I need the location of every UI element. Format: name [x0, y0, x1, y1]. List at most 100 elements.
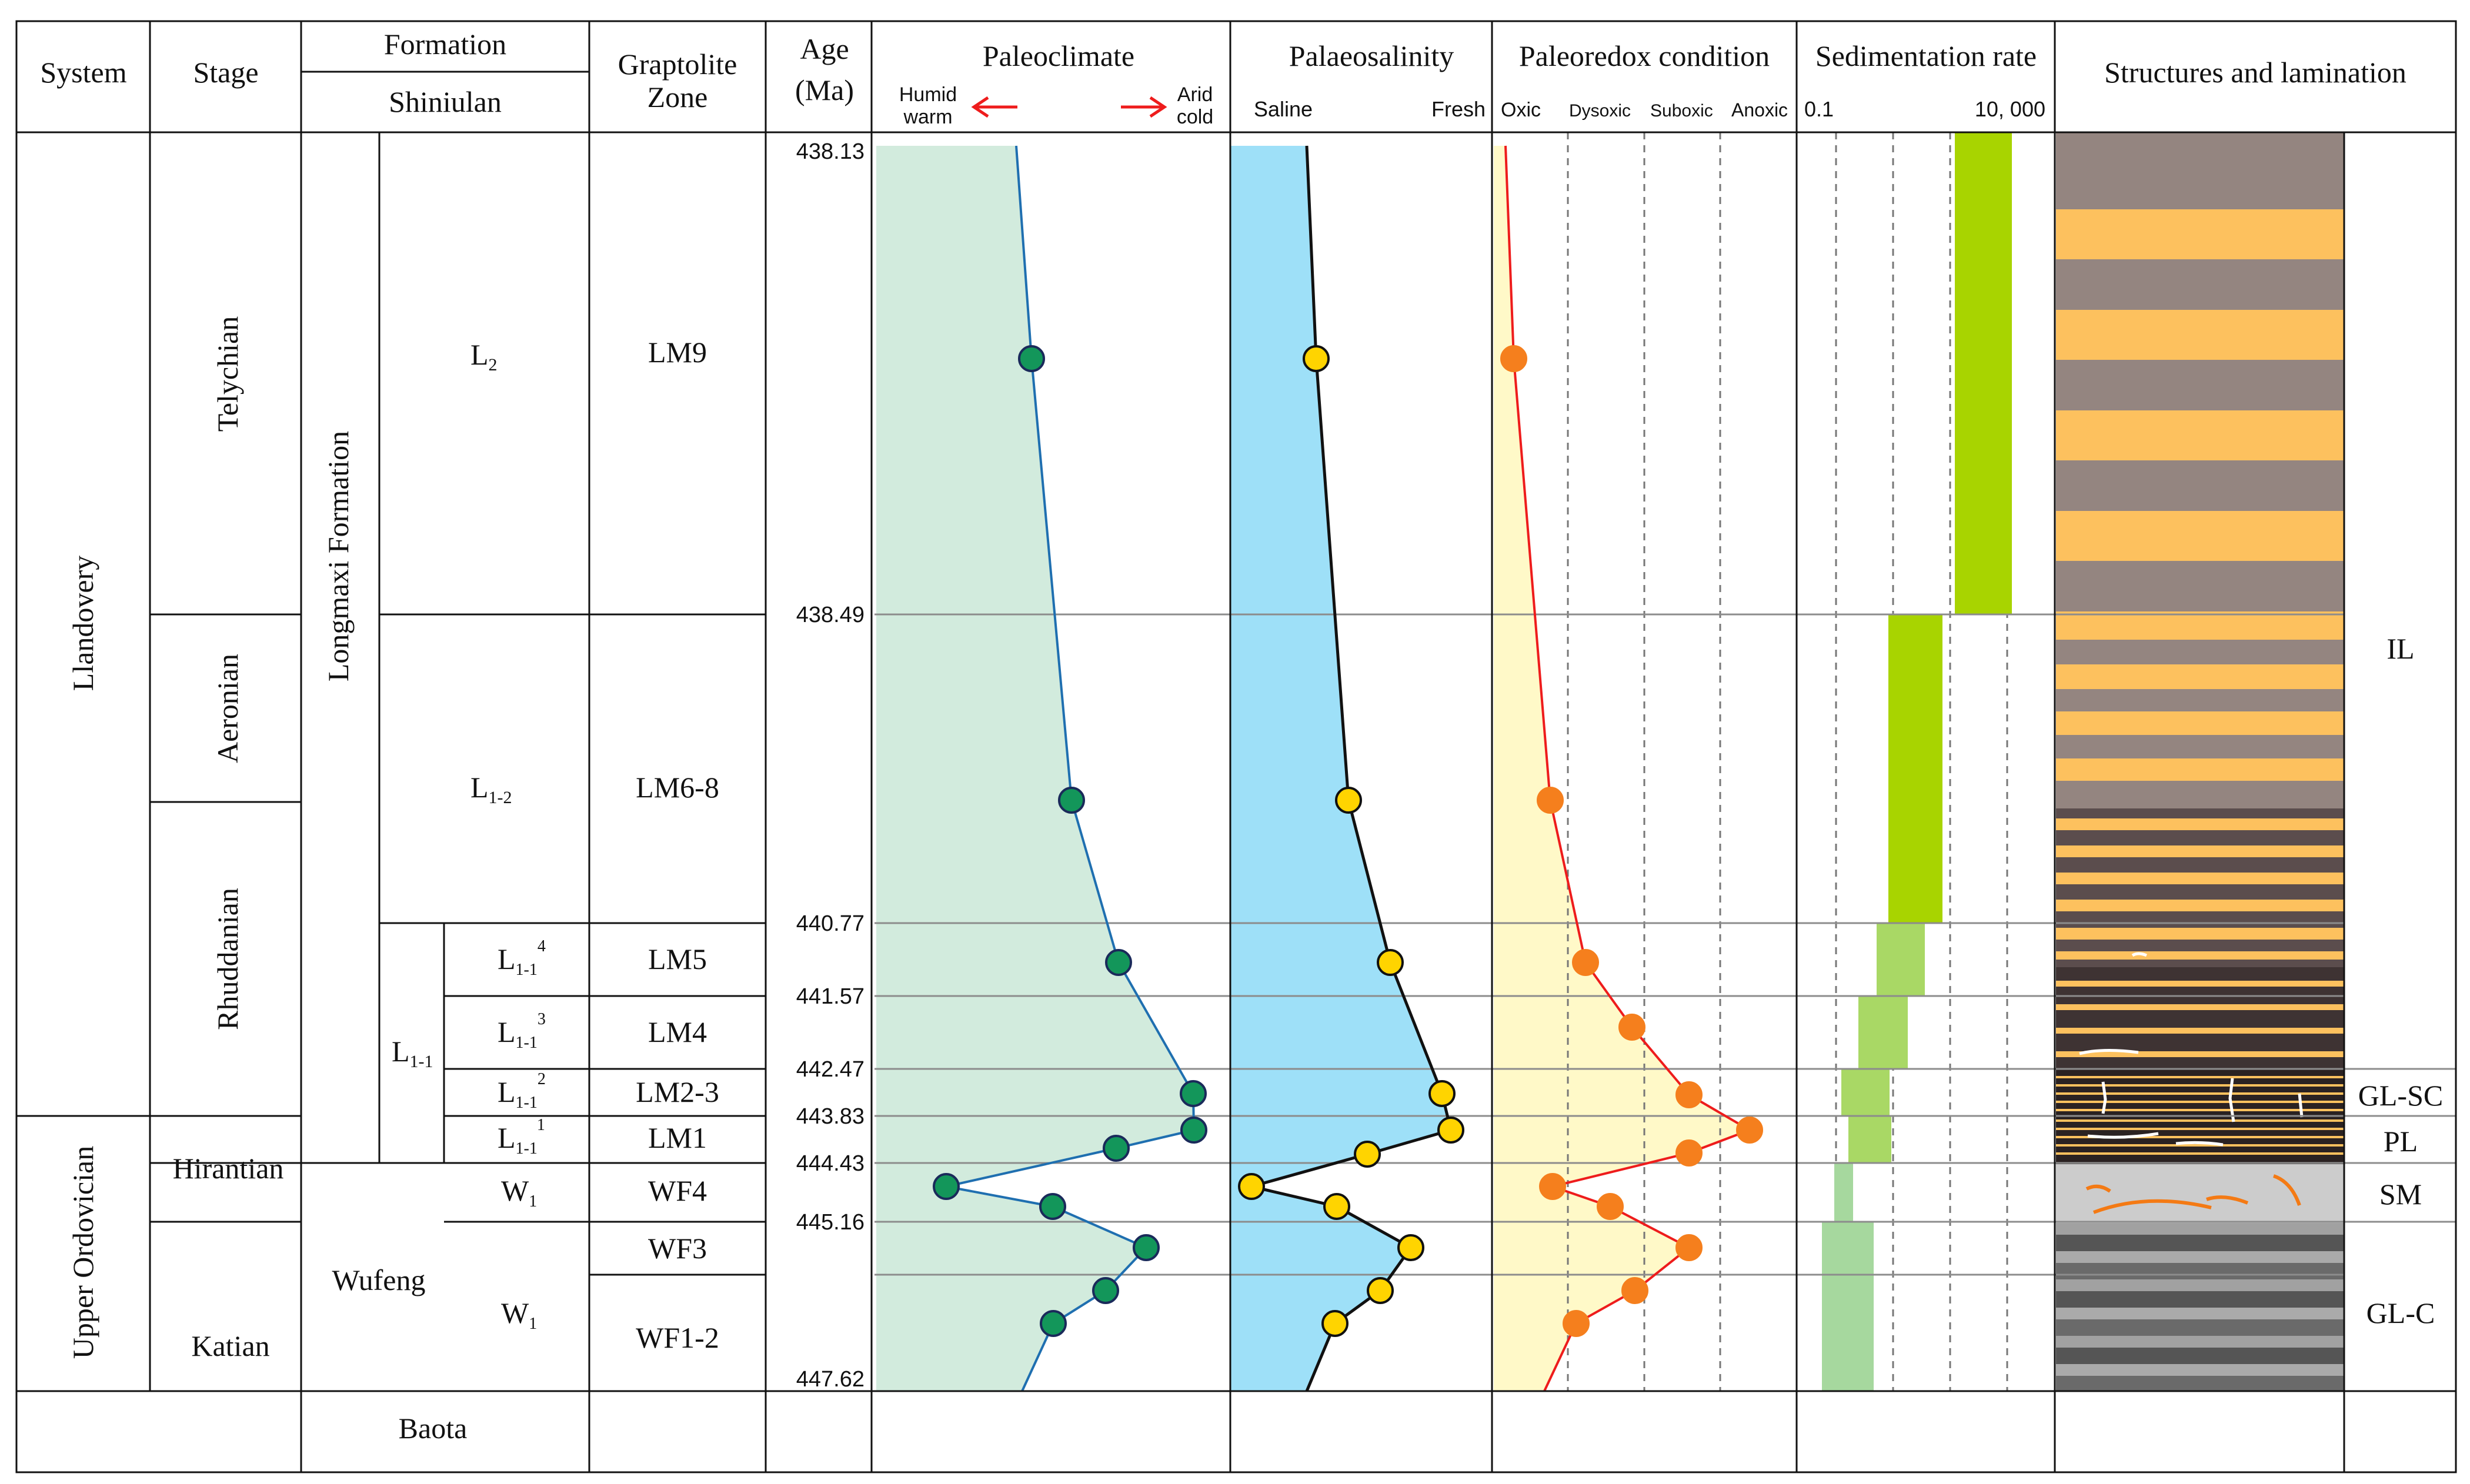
lamination-labels: IL GL-SC PL SM GL-C: [2358, 632, 2443, 1329]
age-correlation-lines: [874, 613, 2456, 1276]
formation-wufeng: Wufeng: [332, 1264, 425, 1296]
sed-bar-l2: [1955, 132, 2012, 614]
header-sedimentation: Sedimentation rate: [1815, 39, 2037, 72]
table-grid: [15, 20, 2457, 1473]
redox-point-12: [1563, 1310, 1590, 1337]
formation-longmaxi: Longmaxi Formation: [322, 431, 355, 681]
sed-bar-l12: [1888, 614, 1942, 923]
member-w1-upper: W1: [501, 1174, 537, 1211]
header-system: System: [40, 56, 126, 89]
stage-rhuddanian: Rhuddanian: [211, 888, 244, 1030]
header-graptolite-1: Graptolite: [618, 48, 737, 81]
arrow-icon-left: [971, 96, 1017, 118]
climate-point-9: [1133, 1234, 1160, 1261]
age-441-57: 441.57: [796, 984, 864, 1009]
zone-lm2-3: LM2-3: [636, 1075, 719, 1108]
paleoredox-points: [1500, 345, 1763, 1337]
lam-label-pl: PL: [2384, 1125, 2418, 1158]
header-shiniulan: Shiniulan: [389, 85, 502, 118]
redox-guides: [1567, 132, 1721, 1391]
redox-point-2: [1537, 787, 1564, 814]
age-444-43: 444.43: [796, 1151, 864, 1176]
stage-telychian: Telychian: [211, 316, 244, 432]
label-warm: warm: [903, 106, 952, 128]
label-fresh: Fresh: [1431, 97, 1486, 121]
salinity-point-8: [1323, 1193, 1350, 1220]
salinity-point-6: [1354, 1141, 1381, 1168]
stage-hirantian: Hirantian: [173, 1152, 284, 1185]
zone-wf1-2: WF1-2: [636, 1321, 719, 1354]
salinity-point-2: [1335, 787, 1362, 814]
label-saline: Saline: [1254, 97, 1313, 121]
members: L2 L1-2 L1-1 L1-14 L1-13 L1-12 L1-11 W1 …: [392, 338, 546, 1333]
salinity-point-10: [1367, 1277, 1394, 1304]
climate-point-8: [1039, 1193, 1066, 1220]
sed-bar-lm1: [1848, 1116, 1891, 1163]
redox-point-1: [1500, 345, 1527, 372]
zone-lm4: LM4: [648, 1015, 707, 1048]
header-age-1: Age: [800, 32, 849, 65]
palaeosalinity-points: [1238, 345, 1464, 1337]
age-438-13: 438.13: [796, 139, 864, 164]
salinity-point-3: [1377, 949, 1404, 976]
sed-bar-lm23: [1841, 1069, 1890, 1116]
redox-point-10: [1675, 1234, 1703, 1261]
climate-point-4: [1180, 1080, 1207, 1107]
redox-point-6: [1736, 1117, 1763, 1144]
system-upper-ordovician: Upper Ordovician: [66, 1146, 99, 1359]
sed-bar-wf4: [1834, 1163, 1853, 1222]
salinity-point-9: [1397, 1234, 1424, 1261]
stage-aeronian: Aeronian: [211, 654, 244, 763]
sed-bar-wf: [1822, 1222, 1874, 1391]
age-labels: 438.13 438.49 440.77 441.57 442.47 443.8…: [796, 139, 864, 1392]
lam-label-il: IL: [2386, 632, 2414, 665]
age-443-83: 443.83: [796, 1104, 864, 1129]
member-w1-lower: W1: [501, 1296, 537, 1333]
paleoredox-fill: [1494, 146, 1750, 1391]
label-suboxic: Suboxic: [1650, 101, 1713, 121]
graded-laminae: [2056, 1223, 2344, 1391]
formation-baota: Baota: [399, 1412, 468, 1445]
label-arid: Arid: [1177, 83, 1213, 106]
zone-lm9: LM9: [648, 336, 707, 369]
redox-point-9: [1597, 1193, 1624, 1220]
salinity-point-4: [1428, 1080, 1456, 1107]
climate-point-6: [1103, 1135, 1130, 1162]
climate-point-1: [1018, 345, 1045, 372]
header-paleoredox: Paleoredox condition: [1519, 39, 1770, 72]
member-l11-4: L1-14: [498, 937, 546, 979]
paleoclimate-points: [933, 345, 1207, 1337]
redox-point-8: [1539, 1173, 1566, 1200]
arrow-icon-right: [1121, 96, 1167, 118]
graptolite-zones: LM9 LM6-8 LM5 LM4 LM2-3 LM1 WF4 WF3 WF1-…: [636, 336, 719, 1354]
salinity-point-7: [1238, 1173, 1265, 1200]
age-447-62: 447.62: [796, 1367, 864, 1392]
zone-wf3: WF3: [648, 1232, 707, 1265]
system-llandovery: Llandovery: [66, 556, 99, 691]
label-sed-min: 0.1: [1804, 97, 1834, 121]
member-l11-2: L1-12: [498, 1070, 546, 1112]
age-442-47: 442.47: [796, 1057, 864, 1082]
label-dysoxic: Dysoxic: [1569, 101, 1631, 121]
header-formation: Formation: [384, 28, 506, 61]
label-humid: Humid: [899, 83, 957, 106]
member-l11: L1-1: [392, 1035, 433, 1071]
zone-wf4: WF4: [648, 1174, 707, 1207]
header-stage: Stage: [193, 56, 258, 89]
lam-label-sm: SM: [2379, 1178, 2422, 1211]
member-l2: L2: [470, 338, 498, 375]
redox-point-7: [1675, 1139, 1703, 1167]
climate-point-2: [1058, 787, 1085, 814]
zone-lm6-8: LM6-8: [636, 771, 719, 804]
salinity-point-5: [1437, 1117, 1464, 1144]
lam-label-gl-sc: GL-SC: [2358, 1079, 2443, 1112]
label-anoxic: Anoxic: [1731, 99, 1788, 121]
age-445-16: 445.16: [796, 1210, 864, 1235]
header-structures: Structures and lamination: [2104, 56, 2406, 89]
header-row: System Stage Formation Shiniulan Graptol…: [40, 28, 2406, 118]
zone-lm1: LM1: [648, 1121, 707, 1154]
member-l12: L1-2: [470, 771, 512, 807]
member-l11-1: L1-11: [498, 1116, 545, 1158]
header-palaeosalinity: Palaeosalinity: [1289, 39, 1454, 72]
sedimentation-bars: [1822, 132, 2012, 1391]
